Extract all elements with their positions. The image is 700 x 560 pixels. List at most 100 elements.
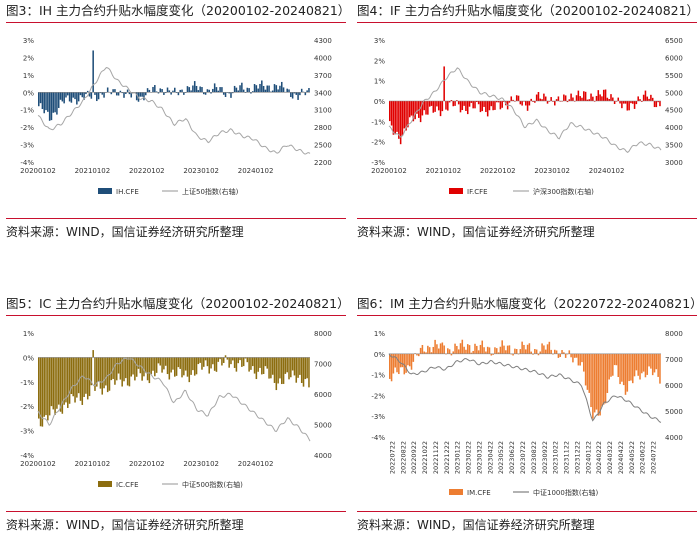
bar bbox=[306, 90, 308, 93]
bar bbox=[114, 89, 116, 93]
bar bbox=[621, 101, 623, 109]
bar bbox=[512, 353, 514, 356]
bar bbox=[530, 351, 532, 354]
bar bbox=[79, 357, 82, 401]
y-tick-label-left: -2% bbox=[20, 124, 34, 132]
index-line bbox=[37, 357, 311, 442]
bar bbox=[495, 101, 498, 103]
bar bbox=[246, 87, 249, 93]
y-tick-label-left: 2% bbox=[23, 54, 34, 62]
bar bbox=[637, 96, 639, 101]
bar bbox=[163, 357, 165, 370]
y-tick-label-right: 4300 bbox=[314, 37, 332, 45]
bar bbox=[291, 357, 294, 371]
y-tick-label-left: -1% bbox=[20, 107, 34, 115]
bar bbox=[159, 88, 162, 93]
bar bbox=[523, 344, 525, 354]
legend-label-line: 上证50指数(右轴) bbox=[182, 187, 239, 196]
x-tick-label: 20231122 bbox=[563, 441, 571, 474]
y-tick-label-left: 1% bbox=[23, 72, 34, 80]
bar bbox=[557, 96, 560, 101]
bar bbox=[650, 94, 652, 101]
bar bbox=[188, 87, 191, 93]
bar bbox=[94, 357, 96, 391]
x-tick-label: 20230922 bbox=[541, 441, 549, 474]
bar bbox=[163, 92, 165, 95]
bar bbox=[515, 95, 518, 101]
bar bbox=[79, 92, 82, 96]
x-tick-label: 20221122 bbox=[432, 441, 440, 474]
bar bbox=[50, 357, 53, 407]
bar bbox=[115, 92, 118, 96]
bar bbox=[144, 92, 147, 96]
bar bbox=[38, 92, 40, 107]
bar bbox=[479, 101, 482, 113]
y-tick-label-right: 2200 bbox=[314, 159, 332, 167]
bar bbox=[253, 357, 256, 374]
bar bbox=[286, 357, 288, 373]
bar bbox=[103, 357, 105, 389]
legend-label-bar: IH.CFE bbox=[116, 188, 139, 196]
y-tick-label-right: 8000 bbox=[314, 330, 332, 338]
x-tick-label: 20240622 bbox=[639, 441, 647, 474]
bar bbox=[635, 101, 638, 105]
y-tick-label-left: -2% bbox=[371, 392, 385, 400]
bar bbox=[275, 85, 278, 93]
bar bbox=[262, 85, 265, 93]
bar bbox=[45, 92, 47, 111]
bar bbox=[255, 357, 258, 380]
bar bbox=[266, 357, 269, 369]
bar bbox=[619, 101, 621, 104]
bar bbox=[561, 350, 563, 354]
chart-ih: 3% 2% 1% 0% -1% -2% -3% -4% 4300 4000 3700 3400 3100… bbox=[20, 37, 332, 196]
bar bbox=[77, 357, 80, 394]
y-tick-label-left: 1% bbox=[374, 78, 385, 86]
bar bbox=[268, 357, 270, 379]
chart-ic: 1% 0% -1% -2% -3% -4% 8000 7000 6000 5000 4000 2020… bbox=[20, 330, 332, 489]
bar bbox=[592, 353, 594, 419]
x-tick-label: 20230822 bbox=[530, 441, 538, 474]
bar bbox=[421, 101, 424, 116]
bar bbox=[219, 357, 221, 360]
bar bbox=[125, 92, 127, 94]
bar bbox=[543, 345, 545, 354]
bar bbox=[65, 357, 67, 403]
bar bbox=[255, 85, 258, 93]
bar bbox=[172, 90, 174, 93]
bar bbox=[232, 357, 234, 361]
bar bbox=[92, 50, 94, 93]
x-tick-label: 20240422 bbox=[617, 441, 625, 474]
bar bbox=[497, 352, 500, 354]
bar bbox=[548, 341, 551, 354]
bar bbox=[477, 101, 480, 105]
bar bbox=[474, 343, 476, 354]
bar bbox=[461, 101, 464, 111]
legend-label-bar: IF.CFE bbox=[467, 188, 488, 196]
bar bbox=[466, 344, 469, 354]
bar bbox=[468, 345, 471, 354]
bar bbox=[572, 97, 574, 101]
bar bbox=[206, 357, 209, 367]
bar bbox=[38, 357, 40, 419]
bar bbox=[472, 350, 474, 354]
bar bbox=[461, 339, 464, 354]
bar bbox=[199, 357, 201, 363]
bar bbox=[215, 357, 218, 372]
bar bbox=[457, 349, 460, 354]
bar bbox=[452, 101, 455, 107]
bar bbox=[648, 98, 650, 101]
bar bbox=[501, 340, 503, 354]
legend-swatch-bar bbox=[449, 188, 463, 194]
bar bbox=[456, 345, 458, 354]
bar bbox=[612, 353, 614, 376]
bar bbox=[622, 101, 625, 104]
bar bbox=[421, 345, 424, 354]
bar bbox=[270, 91, 272, 93]
x-tick-label: 20231222 bbox=[573, 441, 581, 474]
bar bbox=[175, 92, 178, 93]
x-tick-label: 20230322 bbox=[475, 441, 483, 474]
bar bbox=[88, 357, 91, 397]
bar bbox=[193, 357, 196, 376]
bar bbox=[577, 353, 580, 366]
source-note: 资料来源：WIND，国信证券经济研究所整理 bbox=[6, 218, 346, 240]
